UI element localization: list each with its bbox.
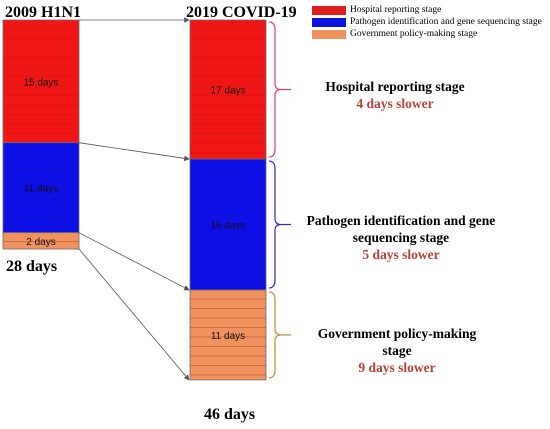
- government-bracket: [268, 291, 282, 379]
- legend-item-government: Government policy-making stage: [312, 28, 548, 40]
- covid-pathogen-bar: [190, 159, 266, 290]
- covid-pathogen-days-label: 16 days: [210, 221, 245, 232]
- stage-note-government-title: Government policy-making stage: [317, 326, 477, 358]
- legend-item-hospital: Hospital reporting stage: [312, 4, 548, 16]
- stage-note-pathogen-title: Pathogen identification and gene sequenc…: [306, 213, 496, 245]
- connector-arrow: [78, 232, 190, 291]
- stage-note-hospital-title: Hospital reporting stage: [325, 79, 465, 94]
- h1n1-total-days: 28 days: [6, 258, 58, 275]
- legend-label-hospital: Hospital reporting stage: [350, 5, 442, 15]
- legend-swatch-hospital: [312, 5, 346, 15]
- hospital-bracket: [268, 21, 282, 158]
- stage-note-government: Government policy-making stage 9 days sl…: [312, 325, 482, 376]
- legend-label-pathogen: Pathogen identification and gene sequenc…: [350, 17, 542, 27]
- stage-note-hospital: Hospital reporting stage 4 days slower: [300, 78, 490, 112]
- legend-swatch-pathogen: [312, 17, 346, 27]
- h1n1-government-bar: [3, 232, 79, 250]
- h1n1-hospital-days-label: 15 days: [23, 77, 58, 88]
- legend-swatch-government: [312, 29, 346, 39]
- covid-hospital-days-label: 17 days: [210, 86, 245, 97]
- connector-arrow: [78, 142, 190, 162]
- stage-note-pathogen-delta: 5 days slower: [362, 247, 440, 262]
- covid-government-bar: [190, 289, 266, 380]
- h1n1-pathogen-bar: [3, 142, 79, 233]
- covid-government-bar-outline: [189, 289, 267, 381]
- legend-label-government: Government policy-making stage: [350, 29, 478, 39]
- stage-note-government-delta: 9 days slower: [358, 360, 436, 375]
- legend: Hospital reporting stage Pathogen identi…: [312, 4, 548, 40]
- covid-hospital-bar: [190, 20, 266, 160]
- covid-government-days-label: 11 days: [211, 331, 245, 342]
- stage-note-pathogen: Pathogen identification and gene sequenc…: [296, 212, 506, 263]
- h1n1-government-bar-outline: [2, 232, 80, 250]
- covid-total-days: 46 days: [204, 406, 256, 423]
- h1n1-column-title: 2009 H1N1: [5, 4, 81, 21]
- stage-note-hospital-delta: 4 days slower: [356, 96, 434, 111]
- h1n1-hospital-bar: [3, 20, 79, 143]
- legend-item-pathogen: Pathogen identification and gene sequenc…: [312, 16, 548, 28]
- covid-column-title: 2019 COVID-19: [186, 4, 297, 21]
- h1n1-government-days-label: 2 days: [26, 237, 55, 248]
- connector-arrow: [78, 248, 190, 381]
- h1n1-pathogen-days-label: 11 days: [24, 184, 58, 195]
- pathogen-bracket: [268, 160, 282, 289]
